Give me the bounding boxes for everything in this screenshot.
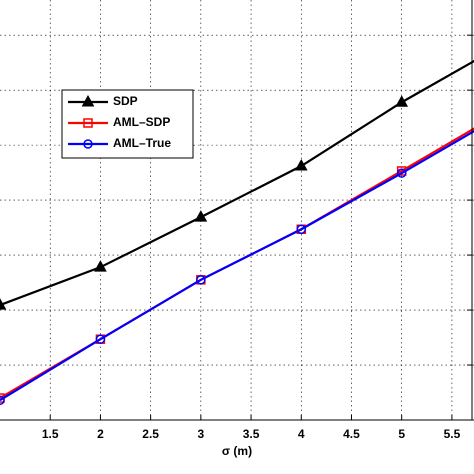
marker xyxy=(0,395,5,405)
x-tick-label: 4.5 xyxy=(343,427,360,441)
legend-label: SDP xyxy=(113,94,138,108)
x-tick-label: 1.5 xyxy=(42,427,59,441)
marker xyxy=(95,334,106,344)
x-tick-label: 2.5 xyxy=(142,427,159,441)
marker xyxy=(396,168,407,178)
marker xyxy=(296,224,307,234)
x-tick-label: 3 xyxy=(198,427,205,441)
marker xyxy=(395,95,409,107)
legend-label: AML–SDP xyxy=(113,115,170,129)
marker xyxy=(94,260,107,272)
legend: SDP AML–SDP AML–True xyxy=(61,89,194,159)
marker xyxy=(81,94,95,107)
series-line xyxy=(0,59,474,307)
marker xyxy=(0,298,7,310)
marker xyxy=(83,118,93,128)
x-axis-label: σ (m) xyxy=(222,444,252,458)
marker xyxy=(196,275,206,285)
legend-label: AML–True xyxy=(113,136,171,150)
x-tick-label: 2 xyxy=(97,427,104,441)
marker xyxy=(294,158,308,171)
marker xyxy=(83,139,93,149)
x-tick-label: 5 xyxy=(398,427,405,441)
x-tick-label: 4 xyxy=(298,427,305,441)
plot-area xyxy=(0,59,474,405)
grid xyxy=(0,0,474,420)
x-tick-label: 5.5 xyxy=(444,427,461,441)
marker xyxy=(194,210,208,222)
x-tick-label: 3.5 xyxy=(243,427,260,441)
series-line xyxy=(0,129,474,402)
